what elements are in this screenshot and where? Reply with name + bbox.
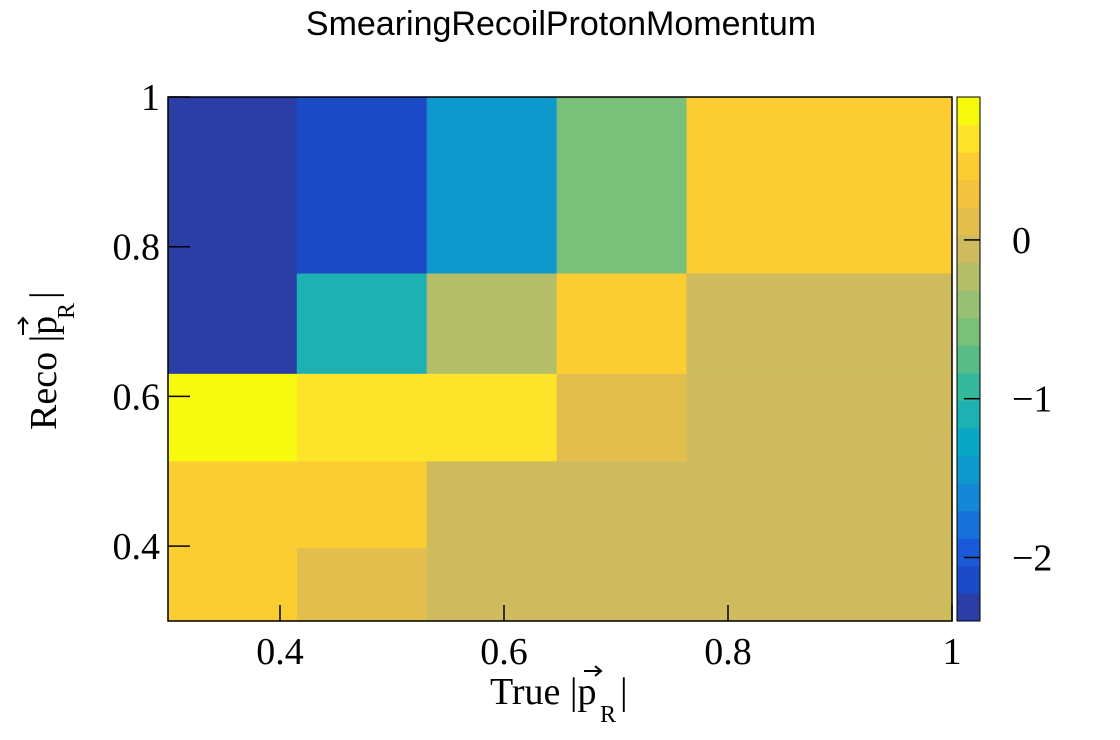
heatmap-cell xyxy=(296,547,428,622)
heatmap-cells xyxy=(168,97,953,622)
heatmap-cell xyxy=(556,460,688,549)
heatmap-cell xyxy=(296,373,428,462)
color-scale-swatch xyxy=(957,234,980,263)
color-scale-swatch xyxy=(957,538,980,567)
color-scale-swatch xyxy=(957,317,980,346)
chart-title: SmearingRecoilProtonMomentum xyxy=(306,5,816,43)
color-scale-swatch xyxy=(957,372,980,401)
heatmap-cell xyxy=(168,460,298,549)
x-axis-title-suffix: | xyxy=(620,671,628,713)
color-scale-swatch xyxy=(957,345,980,374)
vector-arrow-icon xyxy=(584,665,603,677)
svg-text:True |p: True |p xyxy=(490,671,597,713)
x-axis-title-symbol: p xyxy=(578,671,597,713)
heatmap-cell xyxy=(168,97,298,274)
heatmap-cell xyxy=(686,547,953,622)
svg-text:Reco |p: Reco |p xyxy=(23,316,65,430)
y-axis-title-prefix: Reco | xyxy=(23,335,65,430)
heatmap-cell xyxy=(556,97,688,274)
color-scale-swatch xyxy=(957,124,980,153)
y-axis-title: Reco |p R | xyxy=(17,291,80,430)
y-axis-title-suffix: | xyxy=(23,291,65,299)
color-scale-tick-label: −2 xyxy=(1012,537,1052,579)
heatmap-cell xyxy=(296,272,428,374)
x-tick-label: 1 xyxy=(943,631,962,673)
heatmap-cell xyxy=(556,373,688,462)
heatmap-cell xyxy=(556,272,688,374)
x-axis-title-subscript: R xyxy=(600,702,616,728)
x-tick-label: 0.4 xyxy=(256,631,304,673)
y-tick-label: 0.8 xyxy=(113,227,161,269)
plot-frame xyxy=(167,96,953,622)
color-scale-swatch xyxy=(957,455,980,484)
heatmap-cell xyxy=(168,547,298,622)
heatmap-cell xyxy=(686,97,953,274)
x-axis-title: True |p R | xyxy=(490,665,628,728)
heatmap-cell xyxy=(426,97,558,274)
y-axis-title-subscript: R xyxy=(54,303,80,319)
color-scale-frame xyxy=(956,96,981,622)
color-scale-bar xyxy=(956,96,981,622)
color-scale-swatch xyxy=(957,152,980,181)
color-scale-swatch xyxy=(957,593,980,622)
color-scale-swatch xyxy=(957,510,980,539)
y-tick-label: 1 xyxy=(141,77,160,119)
heatmap-cell xyxy=(426,460,558,549)
heatmap-cell xyxy=(296,460,428,549)
heatmap-cell xyxy=(686,460,953,549)
color-scale-swatch xyxy=(957,427,980,457)
heatmap-cell xyxy=(168,272,298,374)
heatmap-cell xyxy=(168,373,298,462)
x-tick-label: 0.6 xyxy=(480,631,528,673)
x-tick-label: 0.8 xyxy=(704,631,752,673)
color-scale-tick-label: 0 xyxy=(1012,220,1031,262)
color-scale-swatch xyxy=(957,290,980,319)
color-scale-swatch xyxy=(957,97,980,126)
color-scale-swatch xyxy=(957,400,980,429)
y-axis-ticks: 0.4 0.6 0.8 1 xyxy=(113,77,190,568)
heatmap-cell xyxy=(426,373,558,462)
y-axis-title-symbol: p xyxy=(23,316,65,335)
vector-arrow-icon xyxy=(17,316,29,335)
y-tick-label: 0.6 xyxy=(113,376,161,418)
heatmap-cell xyxy=(686,373,953,462)
color-scale-swatch xyxy=(957,565,980,594)
heatmap-cell xyxy=(426,547,558,622)
y-tick-label: 0.4 xyxy=(113,526,161,568)
x-axis-ticks: 0.4 0.6 0.8 1 xyxy=(256,605,962,673)
color-scale-swatch xyxy=(957,179,980,208)
color-scale-swatch xyxy=(957,483,980,512)
color-scale-swatch xyxy=(957,262,980,291)
heatmap-cell xyxy=(296,97,428,274)
color-scale-tick-label: −1 xyxy=(1012,379,1052,421)
color-scale-swatch xyxy=(957,207,980,236)
x-axis-title-prefix: True | xyxy=(490,671,578,713)
heatmap-cell xyxy=(556,547,688,622)
heatmap-cell xyxy=(686,272,953,374)
color-scale-ticks: 0 −1 −2 xyxy=(964,220,1052,579)
heatmap-cell xyxy=(426,272,558,374)
